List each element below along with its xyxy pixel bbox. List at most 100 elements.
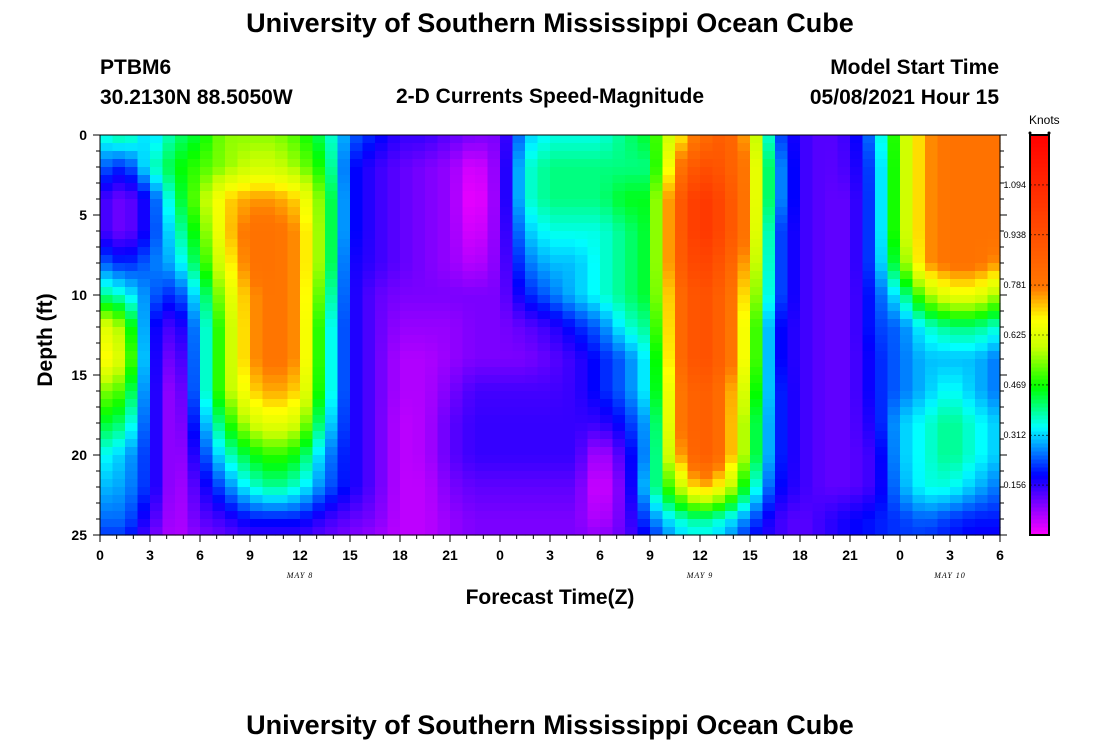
heatmap-cell	[762, 383, 776, 392]
heatmap-cell	[425, 191, 439, 200]
heatmap-cell	[787, 207, 801, 216]
heatmap-cell	[825, 303, 839, 312]
heatmap-cell	[662, 223, 676, 232]
heatmap-cell	[600, 247, 614, 256]
heatmap-cell	[962, 207, 976, 216]
heatmap-cell	[375, 175, 389, 184]
heatmap-cell	[450, 335, 464, 344]
heatmap-cell	[612, 263, 626, 272]
heatmap-cell	[962, 167, 976, 176]
heatmap-cell	[612, 151, 626, 160]
heatmap-cell	[237, 391, 251, 400]
heatmap-cell	[225, 391, 239, 400]
heatmap-cell	[450, 407, 464, 416]
heatmap-cell	[500, 151, 514, 160]
heatmap-cell	[150, 199, 164, 208]
heatmap-cell	[600, 279, 614, 288]
heatmap-cell	[725, 287, 739, 296]
heatmap-cell	[675, 375, 689, 384]
heatmap-cell	[325, 151, 339, 160]
heatmap-cell	[862, 303, 876, 312]
heatmap-cell	[575, 295, 589, 304]
heatmap-cell	[387, 335, 401, 344]
heatmap-cell	[775, 415, 789, 424]
heatmap-cell	[162, 271, 176, 280]
heatmap-cell	[387, 415, 401, 424]
heatmap-cell	[512, 231, 526, 240]
heatmap-cell	[662, 175, 676, 184]
heatmap-cell	[775, 287, 789, 296]
heatmap-cell	[812, 231, 826, 240]
heatmap-cell	[262, 279, 276, 288]
heatmap-cell	[812, 247, 826, 256]
heatmap-cell	[975, 143, 989, 152]
heatmap-cell	[350, 511, 364, 520]
colorbar-segment	[1030, 167, 1049, 172]
heatmap-cell	[775, 479, 789, 488]
heatmap-cell	[950, 175, 964, 184]
heatmap-cell	[962, 527, 976, 536]
heatmap-cell	[975, 167, 989, 176]
heatmap-cell	[987, 271, 1001, 280]
heatmap-cell	[587, 399, 601, 408]
heatmap-cell	[512, 183, 526, 192]
heatmap-cell	[750, 439, 764, 448]
heatmap-cell	[362, 167, 376, 176]
heatmap-cell	[175, 335, 189, 344]
heatmap-cell	[912, 271, 926, 280]
heatmap-cell	[675, 207, 689, 216]
heatmap-cell	[850, 215, 864, 224]
heatmap-cell	[675, 391, 689, 400]
heatmap-cell	[562, 231, 576, 240]
heatmap-cell	[987, 391, 1001, 400]
heatmap-cell	[750, 255, 764, 264]
heatmap-cell	[525, 263, 539, 272]
heatmap-cell	[612, 191, 626, 200]
heatmap-cell	[975, 279, 989, 288]
heatmap-cell	[775, 527, 789, 536]
heatmap-cell	[887, 231, 901, 240]
heatmap-cell	[362, 239, 376, 248]
heatmap-cell	[962, 511, 976, 520]
heatmap-cell	[337, 271, 351, 280]
heatmap-cell	[850, 143, 864, 152]
heatmap-cell	[937, 239, 951, 248]
heatmap-cell	[112, 495, 126, 504]
heatmap-cell	[300, 223, 314, 232]
heatmap-cell	[825, 455, 839, 464]
heatmap-cell	[450, 271, 464, 280]
heatmap-cell	[212, 271, 226, 280]
heatmap-cell	[662, 399, 676, 408]
heatmap-cell	[537, 463, 551, 472]
heatmap-cell	[175, 247, 189, 256]
heatmap-cell	[175, 415, 189, 424]
footer-title: University of Southern Mississippi Ocean…	[246, 710, 854, 740]
heatmap-cell	[975, 327, 989, 336]
heatmap-cell	[375, 359, 389, 368]
heatmap-cell	[437, 151, 451, 160]
heatmap-cell	[675, 511, 689, 520]
heatmap-cell	[212, 287, 226, 296]
heatmap-cell	[562, 319, 576, 328]
heatmap-cell	[287, 407, 301, 416]
heatmap-cell	[287, 135, 301, 144]
heatmap-cell	[575, 495, 589, 504]
heatmap-cell	[262, 375, 276, 384]
heatmap-cell	[150, 463, 164, 472]
heatmap-cell	[212, 279, 226, 288]
heatmap-cell	[412, 319, 426, 328]
heatmap-cell	[950, 359, 964, 368]
heatmap-cell	[675, 423, 689, 432]
heatmap-cell	[875, 175, 889, 184]
heatmap-cell	[375, 191, 389, 200]
heatmap-cell	[162, 135, 176, 144]
colorbar-segment	[1030, 403, 1049, 408]
heatmap-cell	[625, 287, 639, 296]
heatmap-cell	[587, 159, 601, 168]
heatmap-cell	[137, 287, 151, 296]
heatmap-cell	[787, 439, 801, 448]
heatmap-cell	[475, 135, 489, 144]
heatmap-cell	[387, 503, 401, 512]
heatmap-cell	[900, 503, 914, 512]
heatmap-cell	[287, 511, 301, 520]
